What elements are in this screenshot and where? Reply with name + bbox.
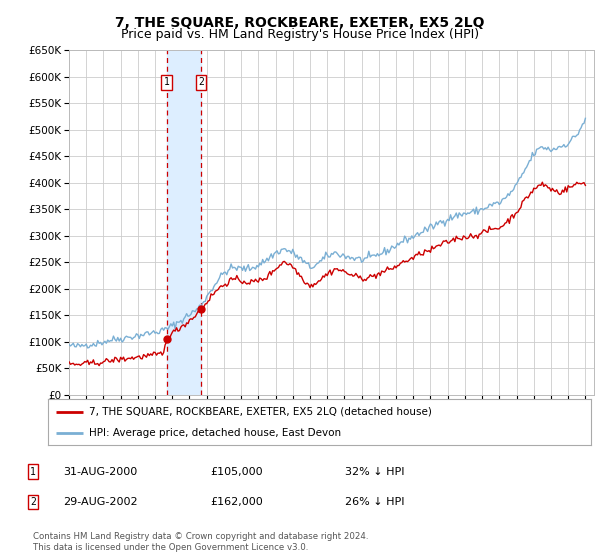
Text: 1: 1 — [164, 77, 170, 87]
Text: 1: 1 — [30, 466, 36, 477]
Text: This data is licensed under the Open Government Licence v3.0.: This data is licensed under the Open Gov… — [33, 543, 308, 552]
Bar — [167, 50, 201, 395]
Text: Price paid vs. HM Land Registry's House Price Index (HPI): Price paid vs. HM Land Registry's House … — [121, 28, 479, 41]
Text: 7, THE SQUARE, ROCKBEARE, EXETER, EX5 2LQ: 7, THE SQUARE, ROCKBEARE, EXETER, EX5 2L… — [115, 16, 485, 30]
Text: 7, THE SQUARE, ROCKBEARE, EXETER, EX5 2LQ (detached house): 7, THE SQUARE, ROCKBEARE, EXETER, EX5 2L… — [89, 407, 431, 417]
Text: £105,000: £105,000 — [210, 466, 263, 477]
Text: HPI: Average price, detached house, East Devon: HPI: Average price, detached house, East… — [89, 428, 341, 438]
Text: 32% ↓ HPI: 32% ↓ HPI — [345, 466, 404, 477]
Text: £162,000: £162,000 — [210, 497, 263, 507]
Text: 2: 2 — [30, 497, 36, 507]
Text: 31-AUG-2000: 31-AUG-2000 — [63, 466, 137, 477]
Text: 29-AUG-2002: 29-AUG-2002 — [63, 497, 137, 507]
Text: Contains HM Land Registry data © Crown copyright and database right 2024.: Contains HM Land Registry data © Crown c… — [33, 532, 368, 541]
Text: 2: 2 — [198, 77, 204, 87]
Text: 26% ↓ HPI: 26% ↓ HPI — [345, 497, 404, 507]
